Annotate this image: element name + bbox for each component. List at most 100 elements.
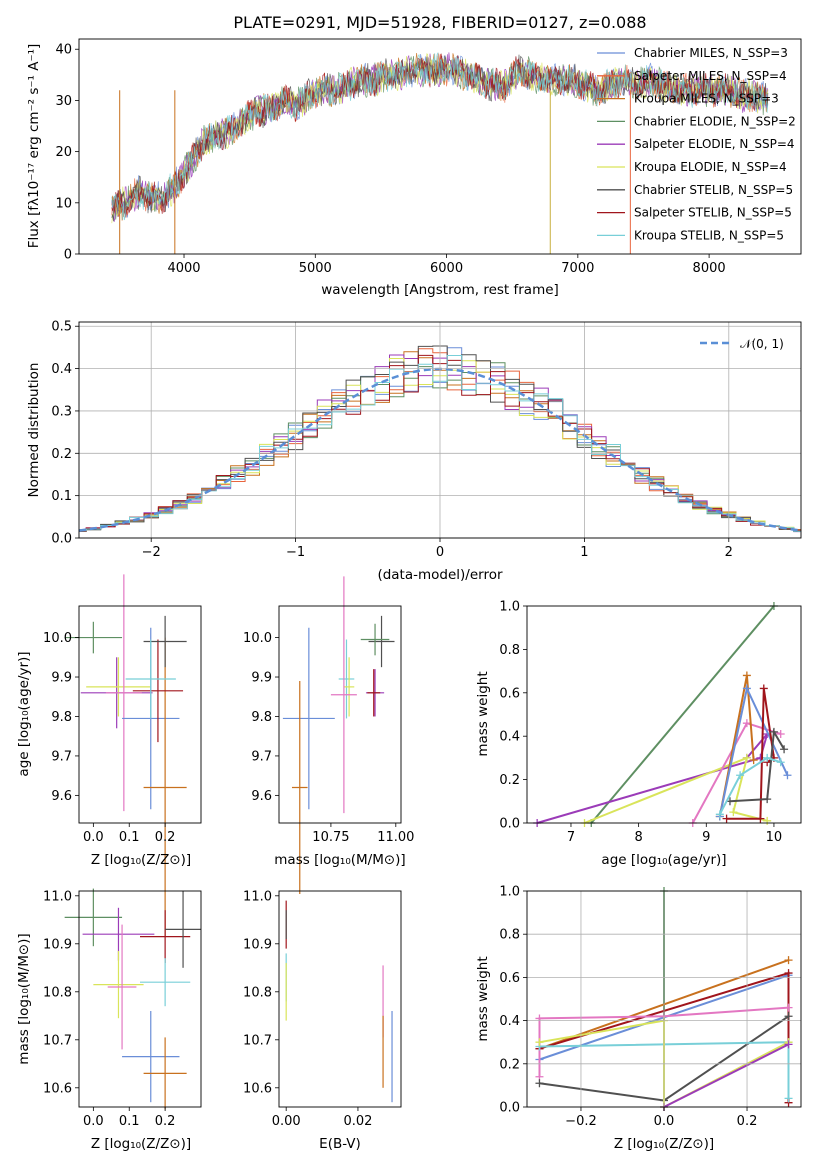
y-tick-label: 9.7 [251,749,272,764]
spectrum-plot-area [111,51,769,254]
x-tick-label: 7 [567,830,575,845]
residuals-ylabel: Normed distribution [26,363,42,498]
legend-label: Chabrier MILES, N_SSP=3 [634,46,788,60]
weight-marker [759,684,768,693]
y-tick-label: 20 [55,145,72,160]
mass-vs-ebv-axes: 0.00 0.02 10.6 10.7 10.8 10.9 11.0 [243,889,402,1129]
y-tick-label: 9.8 [51,710,72,725]
legend-label: Chabrier STELIB, N_SSP=5 [634,183,793,197]
y-tick-label: 10.7 [243,1033,272,1048]
axes-frame [278,605,402,824]
legend-label: Kroupa STELIB, N_SSP=5 [634,228,784,242]
y-tick-label: 0.4 [51,362,72,377]
y-tick-label: 10.8 [43,985,72,1000]
weight-marker [736,771,745,780]
weight-marker [784,1094,793,1103]
y-tick-label: 11.0 [243,889,272,904]
weight-marker [763,795,772,804]
age-vs-mass-axes: 10.75 11.00 9.6 9.7 9.8 9.9 10.0 [243,605,414,845]
x-tick-label: 11.00 [377,830,414,845]
weight-marker [784,1012,793,1021]
mass-vs-Z-ylabel: mass [log₁₀(M/M⊙)] [16,933,32,1064]
x-tick-label: 0.2 [155,1114,176,1129]
residuals-axes: −2 −1 0 1 2 0.0 0.1 0.2 0.3 0.4 0.5 [51,320,802,560]
weight-marker [715,810,724,819]
y-tick-label: 0.2 [499,773,520,788]
x-tick-label: 9 [702,830,710,845]
weight-marker [742,719,751,728]
x-tick-label: 0.2 [155,830,176,845]
y-tick-label: 0.2 [51,447,72,462]
y-tick-label: 9.9 [251,671,272,686]
y-tick-label: 40 [55,43,72,58]
legend-label: Salpeter ELODIE, N_SSP=4 [634,137,795,151]
weight-vs-age-panel: 7 8 9 10 0.0 0.2 0.4 0.6 0.8 1.0 age [log₁₀(age/y… [475,600,802,868]
weight-marker [783,771,792,780]
y-tick-label: 0 [64,248,72,263]
spectrum-legend: Chabrier MILES, N_SSP=3 Salpeter MILES, N… [597,46,796,242]
y-tick-label: 0.5 [51,320,72,335]
weight-marker [535,1079,544,1088]
weight-marker [784,1003,793,1012]
weight-vs-age-plot-area [533,602,792,827]
residuals-legend: 𝒩(0, 1) [700,337,784,351]
weight-marker [776,730,785,739]
x-tick-label: 0.00 [272,1114,301,1129]
weight-marker [749,756,758,765]
y-tick-label: 0.1 [51,489,72,504]
weight-vs-Z-axes: −0.2 0.0 0.2 0.0 0.2 0.4 0.6 0.8 1.0 [499,885,802,1129]
weight-marker [535,1038,544,1047]
weight-marker [763,753,772,762]
y-tick-label: 0.4 [499,730,520,745]
age-vs-mass-plot-area [282,576,395,895]
y-tick-label: 10.6 [243,1081,272,1096]
y-tick-label: 10.9 [43,937,72,952]
weight-marker [776,758,785,767]
y-tick-label: 0.6 [499,686,520,701]
weight-marker [784,956,793,965]
weight-marker [535,1014,544,1023]
x-tick-label: 0.0 [654,1114,675,1129]
y-tick-label: 30 [55,94,72,109]
spectrum-ylabel: Flux [fλ10⁻¹⁷ erg cm⁻² s⁻¹ A⁻¹] [26,44,42,249]
x-tick-label: 8 [634,830,642,845]
weight-marker [742,684,751,693]
y-tick-label: 10.8 [243,985,272,1000]
y-tick-label: 9.8 [251,710,272,725]
legend-label: Salpeter STELIB, N_SSP=5 [634,206,792,220]
y-tick-label: 10 [55,196,72,211]
weight-marker [729,808,738,817]
x-tick-label: 2 [725,545,733,560]
mass-vs-Z-axes: 0.0 0.1 0.2 10.6 10.7 10.8 10.9 11.0 [43,889,202,1129]
weight-vs-age-axes: 7 8 9 10 0.0 0.2 0.4 0.6 0.8 1.0 [499,600,802,845]
age-vs-Z-ylabel: age [log₁₀(age/yr)] [16,651,32,776]
legend-label: Chabrier ELODIE, N_SSP=2 [634,114,796,128]
residuals-panel: −2 −1 0 1 2 0.0 0.1 0.2 0.3 0.4 0.5 (data-model)/e… [26,320,802,583]
weight-marker [742,753,751,762]
age-vs-Z-xlabel: Z [log₁₀(Z/Z⊙)] [91,852,191,868]
weight-marker [769,727,778,736]
y-tick-label: 0.0 [499,1101,520,1116]
age-vs-Z-panel: 0.0 0.1 0.2 9.6 9.7 9.8 9.9 10.0 Z [log₁₀(Z/Z⊙)… [16,574,202,938]
weight-line [729,728,785,803]
weight-line [590,605,775,824]
weight-marker [784,969,793,978]
y-tick-label: 0.8 [499,928,520,943]
weight-vs-age-xlabel: age [log₁₀(age/yr)] [601,852,726,868]
spectrum-line [111,51,769,221]
axes-frame [526,605,802,824]
weight-marker [784,1040,793,1049]
residuals-xlabel: (data-model)/error [377,567,503,583]
age-vs-Z-plot-area [64,574,187,938]
legend-label: Kroupa MILES, N_SSP=3 [634,92,779,106]
age-vs-Z-axes: 0.0 0.1 0.2 9.6 9.7 9.8 9.9 10.0 [43,605,202,845]
age-vs-mass-xlabel: mass [log₁₀(M/M⊙)] [274,852,405,868]
x-tick-label: 0.0 [83,830,104,845]
spectrum-title: PLATE=0291, MJD=51928, FIBERID=0127, z=0… [233,13,646,32]
weight-marker [763,816,772,825]
mass-vs-ebv-xlabel: E(B-V) [319,1136,361,1152]
y-tick-label: 0.0 [499,817,520,832]
y-tick-label: 0.2 [499,1057,520,1072]
y-tick-label: 0.6 [499,971,520,986]
